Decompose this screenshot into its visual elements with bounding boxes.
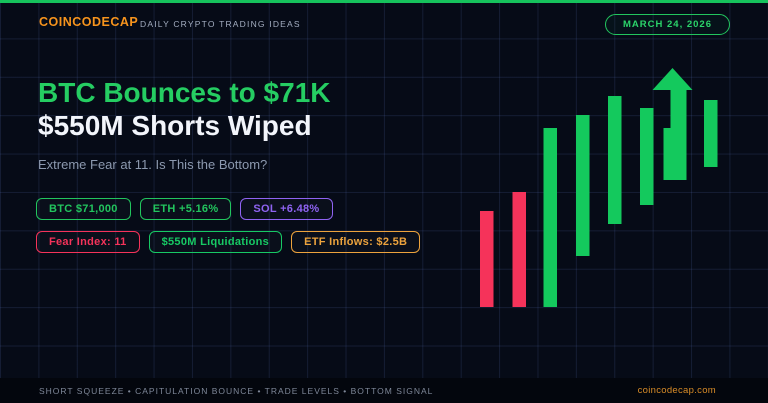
badge-r1-0: BTC $71,000 — [36, 198, 131, 220]
headline-subtitle: Extreme Fear at 11. Is This the Bottom? — [38, 157, 268, 172]
footer-topics: SHORT SQUEEZE • CAPITULATION BOUNCE • TR… — [39, 385, 434, 396]
brand-logo: COINCODECAP — [39, 15, 139, 29]
brand-tagline: DAILY CRYPTO TRADING IDEAS — [140, 19, 301, 29]
top-accent-bar — [0, 0, 768, 3]
stats-badge-row-2: Fear Index: 11 $550M Liquidations ETF In… — [36, 231, 421, 253]
badge-r2-2: ETF Inflows: $2.5B — [291, 231, 421, 253]
headline-line2: $550M Shorts Wiped — [38, 110, 312, 141]
badge-r1-1: ETH +5.16% — [139, 198, 232, 220]
grid-background — [0, 3, 768, 378]
badge-r1-2: SOL +6.48% — [240, 198, 333, 220]
footer-bar: SHORT SQUEEZE • CAPITULATION BOUNCE • TR… — [0, 378, 768, 403]
headline-line1: BTC Bounces to $71K — [38, 77, 331, 108]
footer-site-url: coincodecap.com — [637, 385, 716, 396]
date-badge: MARCH 24, 2026 — [605, 14, 730, 35]
badge-r2-1: $550M Liquidations — [148, 231, 283, 253]
badge-r2-0: Fear Index: 11 — [36, 231, 140, 253]
stats-badge-row-1: BTC $71,000 ETH +5.16% SOL +6.48% — [36, 198, 333, 220]
